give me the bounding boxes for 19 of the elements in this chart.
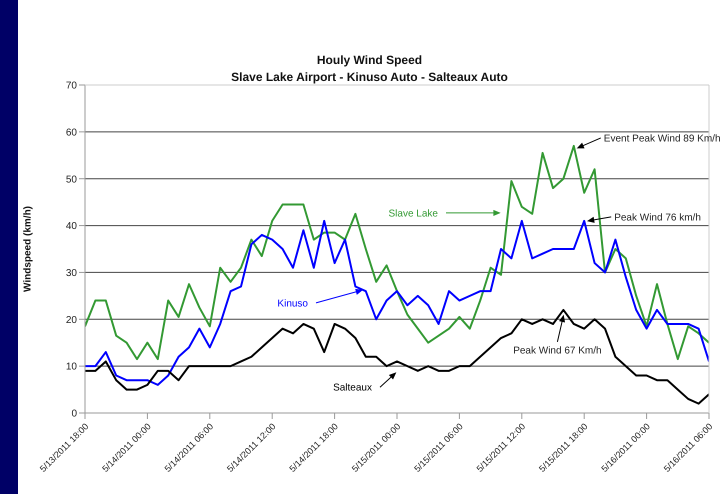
y-tick-label: 20 (66, 314, 78, 326)
y-tick-label: 30 (66, 268, 78, 279)
y-tick-label: 60 (66, 127, 78, 138)
annotation: Event Peak Wind 89 Km/h (604, 133, 721, 144)
text: Slave Lake (388, 208, 438, 220)
annotation: Peak Wind 67 Km/h (513, 345, 602, 356)
y-tick-label: 40 (66, 221, 78, 232)
y-tick-label: 50 (66, 174, 78, 186)
chart-title: Houly Wind Speed (316, 52, 424, 69)
y-tick-label: 70 (66, 80, 78, 92)
line-series (85, 308, 709, 405)
text: Salteaux (333, 382, 372, 394)
y-tick-label: 0 (71, 408, 78, 420)
chart-subtitle: Slave Lake Airport - Kinuso Auto - Salteaux Auto (231, 70, 508, 84)
y-tick-label: 10 (66, 362, 78, 373)
line-series (85, 144, 709, 360)
y-axis-title: Windspeed (km/h) (22, 206, 34, 292)
annotation: Peak Wind 76 km/h (614, 212, 701, 224)
text: Kinuso (277, 298, 308, 310)
